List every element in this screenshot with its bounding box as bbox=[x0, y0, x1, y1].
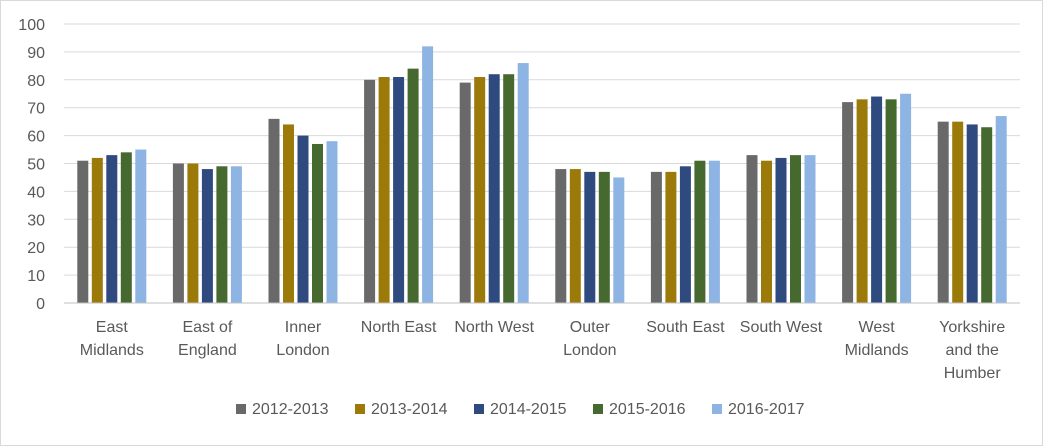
bar bbox=[503, 74, 515, 303]
y-tick-label: 10 bbox=[27, 268, 45, 285]
legend-label: 2016-2017 bbox=[728, 401, 805, 418]
bar bbox=[172, 163, 184, 303]
bar bbox=[842, 102, 854, 304]
bar bbox=[268, 118, 280, 303]
bar bbox=[856, 99, 868, 303]
x-tick-label: North West bbox=[454, 319, 534, 336]
bar bbox=[91, 157, 103, 303]
bar bbox=[569, 169, 581, 303]
bar bbox=[708, 160, 720, 303]
bar bbox=[598, 171, 610, 303]
bar bbox=[937, 121, 949, 304]
legend-swatch bbox=[474, 404, 484, 414]
x-tick-label: South West bbox=[740, 319, 823, 336]
y-axis-ticks: 0 10 20 30 40 50 60 70 80 90 100 bbox=[18, 17, 45, 313]
y-tick-label: 80 bbox=[27, 73, 45, 90]
x-tick-label: South East bbox=[646, 319, 725, 336]
legend-item: 2014-2015 bbox=[474, 401, 567, 418]
bar bbox=[407, 68, 419, 303]
x-tick-label: East of England bbox=[178, 319, 237, 359]
bar bbox=[120, 152, 132, 303]
bar bbox=[981, 127, 993, 303]
bar bbox=[871, 96, 883, 303]
y-tick-label: 40 bbox=[27, 184, 45, 201]
legend-item: 2013-2014 bbox=[355, 401, 448, 418]
bar bbox=[106, 155, 118, 303]
bar bbox=[790, 155, 801, 303]
y-tick-label: 70 bbox=[27, 101, 45, 118]
bar bbox=[474, 77, 486, 303]
legend-label: 2014-2015 bbox=[490, 401, 567, 418]
bar bbox=[201, 169, 213, 303]
legend-swatch bbox=[712, 404, 722, 414]
bar bbox=[966, 124, 978, 303]
bar bbox=[665, 171, 677, 303]
bar bbox=[775, 157, 787, 303]
y-tick-label: 0 bbox=[36, 296, 45, 313]
legend-label: 2013-2014 bbox=[371, 401, 448, 418]
x-axis-labels: East Midlands East of England Inner London Nor… bbox=[80, 319, 1006, 382]
bar bbox=[77, 160, 89, 303]
bar bbox=[517, 63, 529, 304]
bar bbox=[488, 74, 500, 303]
x-tick-label: Outer London bbox=[563, 319, 616, 359]
bar bbox=[230, 166, 242, 303]
bar bbox=[393, 77, 405, 303]
x-tick-label: West Midlands bbox=[845, 319, 909, 359]
legend-item: 2016-2017 bbox=[712, 401, 805, 418]
legend-label: 2012-2013 bbox=[252, 401, 329, 418]
bar bbox=[297, 135, 309, 303]
bar bbox=[326, 141, 338, 303]
y-tick-label: 60 bbox=[27, 129, 45, 146]
bar bbox=[650, 171, 662, 303]
legend-swatch bbox=[593, 404, 603, 414]
bar bbox=[885, 99, 897, 303]
bar bbox=[555, 169, 567, 303]
bar bbox=[900, 93, 912, 303]
bars bbox=[77, 46, 1007, 304]
legend-swatch bbox=[355, 404, 365, 414]
legend-swatch bbox=[236, 404, 246, 414]
bar bbox=[995, 116, 1007, 303]
bar bbox=[761, 160, 772, 303]
bar bbox=[952, 121, 964, 304]
y-tick-label: 100 bbox=[18, 17, 45, 34]
x-tick-label: Yorkshire and the Humber bbox=[939, 319, 1005, 382]
legend: 2012-2013 2013-2014 2014-2015 2015-2016 2016… bbox=[236, 401, 805, 418]
legend-label: 2015-2016 bbox=[609, 401, 686, 418]
bar bbox=[187, 163, 199, 303]
bar bbox=[679, 166, 691, 303]
bar bbox=[364, 79, 376, 303]
y-tick-label: 50 bbox=[27, 157, 45, 174]
bar bbox=[746, 155, 758, 303]
legend-item: 2012-2013 bbox=[236, 401, 329, 418]
y-tick-label: 20 bbox=[27, 240, 45, 257]
y-tick-label: 90 bbox=[27, 45, 45, 62]
bar bbox=[312, 143, 323, 303]
bar bbox=[135, 149, 147, 303]
x-tick-label: East Midlands bbox=[80, 319, 144, 359]
legend-item: 2015-2016 bbox=[593, 401, 686, 418]
x-tick-label: North East bbox=[361, 319, 437, 336]
bar bbox=[613, 177, 625, 303]
bar bbox=[378, 77, 390, 303]
bar bbox=[283, 124, 294, 303]
bar bbox=[694, 160, 706, 303]
bar bbox=[422, 46, 434, 303]
bar bbox=[216, 166, 228, 303]
bar bbox=[804, 155, 816, 303]
bar bbox=[584, 171, 596, 303]
x-tick-label: Inner London bbox=[276, 319, 329, 359]
bar bbox=[459, 82, 471, 303]
y-tick-label: 30 bbox=[27, 212, 45, 229]
